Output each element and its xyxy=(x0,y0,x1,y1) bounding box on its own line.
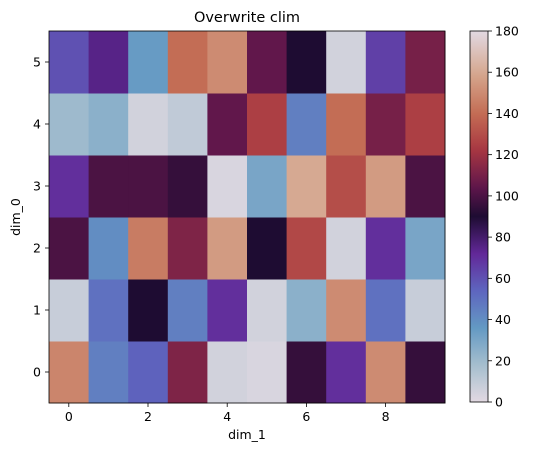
colorbar-tick-label: 80 xyxy=(495,230,511,245)
heatmap-cell xyxy=(49,155,90,218)
heatmap-cell xyxy=(405,279,446,342)
y-tick-label: 4 xyxy=(33,117,41,132)
colorbar-tick-label: 60 xyxy=(495,271,511,286)
heatmap-cell xyxy=(286,279,327,342)
heatmap-cell xyxy=(286,217,327,280)
heatmap-cell xyxy=(167,155,208,218)
heatmap-cell xyxy=(49,93,90,156)
colorbar-tick-label: 0 xyxy=(495,395,503,410)
heatmap-cell xyxy=(128,341,169,404)
heatmap-cell xyxy=(49,31,90,94)
heatmap-cell xyxy=(365,341,406,404)
heatmap-cell xyxy=(207,155,248,218)
heatmap-cell xyxy=(365,217,406,280)
heatmap-cell xyxy=(49,217,90,280)
heatmap-cell xyxy=(167,217,208,280)
heatmap-cell xyxy=(247,279,288,342)
heatmap-cell xyxy=(49,279,90,342)
heatmap-cell xyxy=(365,93,406,156)
heatmap-cell xyxy=(128,155,169,218)
heatmap-cell xyxy=(286,155,327,218)
x-tick-label: 4 xyxy=(223,409,231,424)
colorbar-ticks: 0 20 40 60 80 100 120 140 160 180 xyxy=(488,24,519,410)
heatmap-cell xyxy=(326,279,367,342)
x-axis-label: dim_1 xyxy=(228,427,266,442)
colorbar-tick-label: 20 xyxy=(495,353,511,368)
y-tick-label: 0 xyxy=(33,365,41,380)
x-tick-label: 8 xyxy=(382,409,390,424)
heatmap-cell xyxy=(326,93,367,156)
colorbar-tick-label: 160 xyxy=(495,65,519,80)
y-tick-label: 3 xyxy=(33,179,41,194)
heatmap-cell xyxy=(167,31,208,94)
heatmap-cell xyxy=(88,155,129,218)
heatmap-cell xyxy=(326,155,367,218)
heatmap-cell xyxy=(365,31,406,94)
heatmap-cell xyxy=(247,93,288,156)
heatmap-cell xyxy=(88,341,129,404)
colorbar xyxy=(469,30,489,403)
y-tick-label: 5 xyxy=(33,55,41,70)
heatmap-cell xyxy=(365,279,406,342)
y-tick-label: 1 xyxy=(33,303,41,318)
heatmap-cell xyxy=(207,279,248,342)
heatmap-cell xyxy=(167,279,208,342)
plot-frame xyxy=(48,30,446,404)
heatmap-cell xyxy=(247,341,288,404)
heatmap-cell xyxy=(207,93,248,156)
heatmap-cell xyxy=(365,155,406,218)
heatmap-cell xyxy=(207,341,248,404)
heatmap-cell xyxy=(247,217,288,280)
heatmap-cells xyxy=(49,31,446,404)
y-tick-label: 2 xyxy=(33,241,41,256)
heatmap-cell xyxy=(405,93,446,156)
x-tick-label: 2 xyxy=(144,409,152,424)
colorbar-tick-label: 120 xyxy=(495,147,519,162)
heatmap-cell xyxy=(326,341,367,404)
colorbar-tick-label: 40 xyxy=(495,312,511,327)
y-axis-label: dim_0 xyxy=(8,198,23,236)
heatmap-cell xyxy=(167,341,208,404)
heatmap-cell xyxy=(286,341,327,404)
heatmap-cell xyxy=(88,217,129,280)
heatmap-cell xyxy=(326,217,367,280)
heatmap-cell xyxy=(405,31,446,94)
heatmap-cell xyxy=(128,31,169,94)
heatmap-cell xyxy=(128,93,169,156)
heatmap-cell xyxy=(88,93,129,156)
heatmap-cell xyxy=(207,217,248,280)
y-axis-ticks: 0 1 2 3 4 5 xyxy=(33,55,49,380)
heatmap-cell xyxy=(405,341,446,404)
colorbar-tick-label: 140 xyxy=(495,106,519,121)
heatmap-cell xyxy=(405,217,446,280)
x-axis-ticks: 0 2 4 6 8 xyxy=(65,403,390,424)
colorbar-tick-label: 100 xyxy=(495,188,519,203)
x-tick-label: 6 xyxy=(302,409,310,424)
heatmap-cell xyxy=(405,155,446,218)
heatmap-cell xyxy=(49,341,90,404)
chart-title: Overwrite clim xyxy=(194,10,300,26)
heatmap-cell xyxy=(286,93,327,156)
heatmap-cell xyxy=(247,155,288,218)
heatmap-cell xyxy=(207,31,248,94)
heatmap-cell xyxy=(167,93,208,156)
heatmap-cell xyxy=(128,279,169,342)
heatmap-cell xyxy=(128,217,169,280)
colorbar-tick-label: 180 xyxy=(495,24,519,39)
heatmap-cell xyxy=(88,31,129,94)
x-tick-label: 0 xyxy=(65,409,73,424)
heatmap-cell xyxy=(326,31,367,94)
heatmap-cell xyxy=(88,279,129,342)
heatmap-cell xyxy=(286,31,327,94)
heatmap-cell xyxy=(247,31,288,94)
